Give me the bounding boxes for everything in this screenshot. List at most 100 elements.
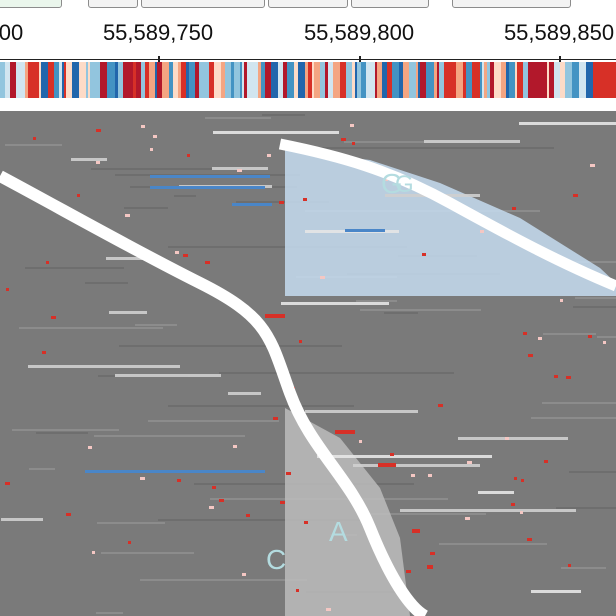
toolbar-button-2[interactable] bbox=[141, 0, 265, 8]
mismatch-mark bbox=[141, 125, 145, 128]
mismatch-mark bbox=[590, 164, 595, 167]
coverage-stripe bbox=[361, 62, 366, 98]
mismatch-mark bbox=[538, 337, 542, 340]
read-bar bbox=[36, 432, 88, 434]
mismatch-mark bbox=[438, 404, 443, 407]
coverage-stripe bbox=[554, 62, 560, 98]
read-bar bbox=[140, 579, 307, 581]
coverage-stripe bbox=[572, 62, 579, 98]
coverage-stripe bbox=[231, 62, 234, 98]
mismatch-mark bbox=[521, 479, 524, 482]
coverage-heatmap-track[interactable] bbox=[0, 62, 616, 98]
mismatch-mark bbox=[523, 332, 527, 335]
ruler-axis-line bbox=[0, 59, 616, 60]
coverage-stripe bbox=[278, 62, 283, 98]
read-bar bbox=[205, 117, 271, 119]
mismatch-mark bbox=[520, 511, 523, 514]
mismatch-mark bbox=[219, 499, 224, 502]
read-alignment-track[interactable] bbox=[0, 108, 616, 616]
coverage-stripe bbox=[449, 62, 456, 98]
read-bar bbox=[228, 392, 261, 395]
read-bar bbox=[597, 336, 616, 338]
mismatch-mark bbox=[242, 573, 246, 576]
coverage-stripe bbox=[66, 62, 72, 98]
mismatch-mark bbox=[430, 552, 435, 555]
read-bar bbox=[158, 519, 362, 521]
coverage-stripe bbox=[5, 62, 10, 98]
coverage-stripe bbox=[333, 62, 340, 98]
read-bar bbox=[531, 417, 616, 419]
coverage-stripe bbox=[79, 62, 86, 98]
read-bar bbox=[400, 509, 576, 512]
coverage-stripe bbox=[478, 62, 480, 98]
coverage-stripe bbox=[484, 62, 487, 98]
coverage-stripe bbox=[328, 62, 333, 98]
mismatch-base-label: A bbox=[329, 516, 348, 547]
coverage-stripe bbox=[244, 62, 247, 98]
coverage-stripe bbox=[169, 62, 173, 98]
mismatch-mark bbox=[177, 479, 181, 482]
toolbar-button-1[interactable] bbox=[88, 0, 138, 8]
coverage-stripe bbox=[593, 62, 598, 98]
read-bar bbox=[305, 410, 418, 413]
toolbar-button-4[interactable] bbox=[351, 0, 429, 8]
coverage-stripe bbox=[375, 62, 377, 98]
coverage-stripe bbox=[547, 62, 549, 98]
mismatch-mark bbox=[299, 340, 302, 343]
mismatch-mark bbox=[326, 608, 331, 611]
read-bar bbox=[458, 437, 568, 440]
mismatch-mark bbox=[209, 506, 214, 509]
mismatch-mark bbox=[88, 446, 92, 449]
mismatch-mark bbox=[303, 198, 307, 201]
coverage-stripe bbox=[118, 62, 123, 98]
mismatch-mark bbox=[183, 254, 188, 257]
read-bar bbox=[91, 168, 215, 170]
coverage-stripe bbox=[48, 62, 54, 98]
read-bar bbox=[106, 257, 146, 260]
indel-gap-band bbox=[278, 138, 616, 292]
coverage-stripe bbox=[382, 62, 387, 98]
read-bar bbox=[573, 306, 616, 308]
ruler-tick-label: 55,589,800 bbox=[303, 20, 415, 45]
toolbar-button-5[interactable] bbox=[452, 0, 571, 8]
mismatch-mark bbox=[140, 477, 145, 480]
genome-ruler[interactable]: 00 55,589,750 55,589,800 55,589,850 bbox=[0, 12, 616, 71]
toolbar-button-3[interactable] bbox=[268, 0, 348, 8]
coverage-stripe bbox=[533, 62, 540, 98]
locus-input-button[interactable] bbox=[0, 0, 62, 8]
coverage-stripe bbox=[178, 62, 181, 98]
coverage-stripe bbox=[525, 62, 528, 98]
coverage-stripe bbox=[409, 62, 416, 98]
mismatch-mark bbox=[568, 564, 571, 567]
coverage-stripe bbox=[23, 62, 25, 98]
mismatch-mark bbox=[286, 472, 291, 475]
highlight-region bbox=[285, 150, 616, 296]
read-bar bbox=[25, 267, 124, 269]
mismatch-mark bbox=[566, 376, 571, 379]
mismatch-mark bbox=[390, 453, 394, 456]
mismatch-mark bbox=[279, 201, 284, 204]
read-bar bbox=[96, 612, 123, 614]
coverage-stripe bbox=[403, 62, 409, 98]
read-bar bbox=[135, 324, 177, 326]
mismatch-mark bbox=[175, 251, 179, 254]
read-bar bbox=[124, 207, 168, 209]
read-bar bbox=[318, 147, 554, 149]
coverage-stripe bbox=[54, 62, 59, 98]
coverage-stripe bbox=[294, 62, 298, 98]
mismatch-mark bbox=[237, 169, 242, 172]
coverage-stripe bbox=[39, 62, 41, 98]
mismatch-mark bbox=[150, 148, 153, 151]
mismatch-mark bbox=[560, 299, 563, 302]
coverage-stripe bbox=[41, 62, 48, 98]
mismatch-mark bbox=[544, 460, 548, 463]
coverage-stripe bbox=[560, 62, 565, 98]
mismatch-mark bbox=[153, 135, 157, 138]
read-bar bbox=[344, 141, 479, 143]
mismatch-mark bbox=[427, 565, 433, 569]
mismatch-mark bbox=[514, 477, 517, 480]
coverage-stripe bbox=[221, 62, 225, 98]
coverage-stripe bbox=[355, 62, 357, 98]
mismatch-mark bbox=[422, 253, 426, 256]
coverage-stripe bbox=[94, 62, 100, 98]
